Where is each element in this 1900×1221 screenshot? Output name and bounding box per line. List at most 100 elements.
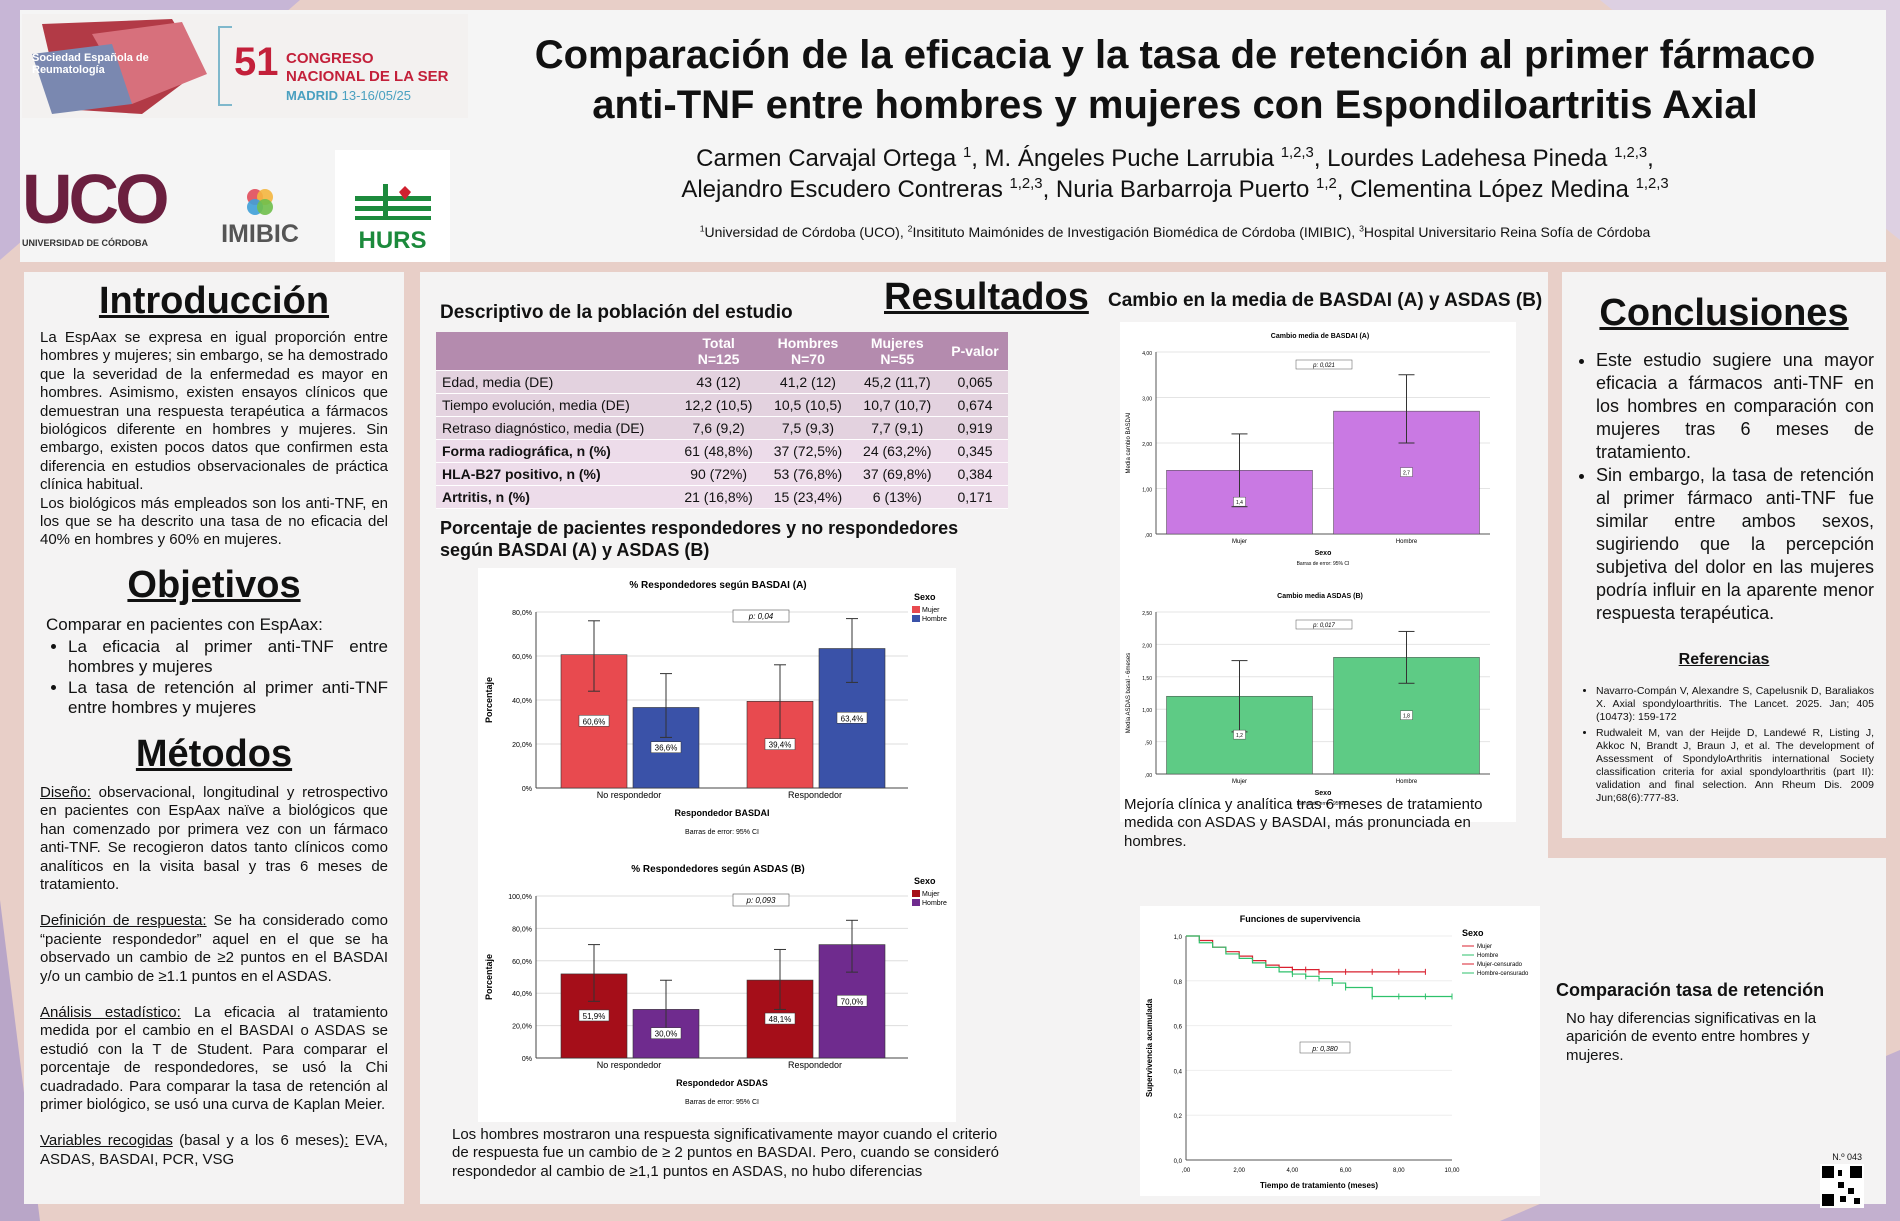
congress-dates: 13-16/05/25 (341, 88, 412, 103)
legend-swatch (912, 899, 920, 906)
pvalue-label: p: 0,380 (1311, 1046, 1337, 1053)
pvalue-box (732, 609, 790, 623)
methods-design-label: Diseño: (40, 783, 91, 801)
data-label: 1,2 (1236, 733, 1243, 739)
table-cell: 15 (23,4%) (763, 485, 853, 509)
table-header-cell: Mujeres N=55 (852, 332, 942, 371)
x-tick-label: 2,00 (1233, 1168, 1245, 1174)
methods-variables-text: EVA, ASDAS, BASDAI, PCR, VSG (40, 1132, 388, 1168)
legend-title: Sexo (914, 876, 936, 886)
y-tick-label: 0% (522, 786, 532, 793)
table-cell: 0,919 (941, 416, 1008, 440)
poster-title: Comparación de la eficacia y la tasa de … (470, 30, 1880, 130)
legend-label: Hombre (1477, 953, 1499, 959)
data-label-box (836, 712, 868, 724)
table-cell: 0,384 (941, 462, 1008, 486)
pvalue-box (1295, 619, 1353, 630)
data-label-box (578, 1009, 610, 1022)
table-cell: 24 (63,2%) (852, 439, 942, 463)
x-axis-label: Tiempo de tratamiento (meses) (1260, 1181, 1378, 1190)
legend-label: Hombre (922, 616, 947, 623)
imibic-logo-text: IMIBIC (221, 220, 299, 248)
results-heading: Resultados (884, 276, 1089, 318)
table-row: Retraso diagnóstico, media (DE) 7,6 (9,2)… (436, 416, 1008, 440)
table-cell: 21 (16,8%) (673, 485, 764, 509)
y-tick-label: 2,50 (1142, 611, 1152, 617)
y-tick-label: 80,0% (512, 610, 532, 617)
survival-curve (1186, 935, 1452, 998)
table-cell: 10,5 (10,5) (763, 393, 853, 417)
x-tick-label: 10,00 (1444, 1168, 1460, 1174)
y-axis-label: Porcentaje (484, 677, 494, 723)
data-label: 70,0% (841, 997, 864, 1006)
data-label-box (1400, 467, 1413, 477)
change-caption: Mejoría clínica y analítica tras 6 meses… (1124, 796, 1483, 850)
x-tick-label: Respondedor (788, 790, 842, 800)
pvalue-box (1299, 1041, 1351, 1054)
table-cell: 0,065 (941, 370, 1008, 394)
legend-label: Mujer-censurado (1477, 962, 1523, 968)
data-label-box (764, 738, 796, 750)
objective-item: La eficacia al primer anti-TNF entre hom… (68, 637, 388, 678)
y-tick-label: 80,0% (512, 926, 532, 933)
methods-response-text: Se ha considerado como “paciente respond… (40, 912, 389, 985)
y-tick-label: 1,0 (1174, 935, 1183, 941)
references-list: Navarro-Compán V, Alexandre S, Capelusni… (1574, 685, 1874, 805)
chart-title: % Respondedores según BASDAI (A) (629, 580, 806, 591)
data-label-box (1400, 710, 1413, 720)
objectives-list: La eficacia al primer anti-TNF entre hom… (40, 637, 388, 719)
title-line-2: anti-TNF entre hombres y mujeres con Esp… (592, 83, 1758, 127)
data-label: 48,1% (769, 1015, 792, 1024)
authors-line-2: Alejandro Escudero Contreras 1,2,3, Nuri… (681, 176, 1669, 203)
y-tick-label: 40,0% (512, 698, 532, 705)
y-tick-label: 1,00 (1142, 708, 1152, 714)
uco-logo: UCO UNIVERSIDAD DE CÓRDOBA (22, 160, 170, 256)
change-title: Cambio en la media de BASDAI (A) y ASDAS… (1108, 290, 1543, 311)
imibic-logo: IMIBIC (205, 185, 315, 255)
data-label: 1,4 (1236, 500, 1243, 506)
congress-city: MADRID (286, 88, 338, 103)
chart-asdas-change: Cambio media ASDAS (B) ,00 ,50 1,00 1,50 2,00… (1120, 582, 1516, 822)
y-tick-label: ,50 (1145, 741, 1152, 747)
methods-design: Diseño: observacional, longitudinal y re… (40, 784, 388, 894)
legend-label: Hombre-censurado (1477, 971, 1529, 977)
table-cell: 7,6 (9,2) (673, 416, 764, 440)
x-tick-label: ,00 (1182, 1168, 1191, 1174)
legend-label: Mujer (922, 891, 940, 898)
table-cell: 7,5 (9,3) (763, 416, 853, 440)
left-column: Introducción La EspAax se expresa en igu… (24, 272, 404, 1204)
objectives-lead: Comparar en pacientes con EspAax: (46, 614, 323, 634)
x-axis-label: Sexo (1315, 790, 1332, 797)
survival-curve (1186, 935, 1426, 973)
congress-logo: Sociedad Española de Reumatología 51 CON… (22, 14, 468, 118)
y-axis-label: Supervivencia acumulada (1145, 998, 1154, 1097)
y-tick-label: 40,0% (512, 991, 532, 998)
x-tick-label: No respondedor (597, 790, 662, 800)
table-row: Artritis, n (%) 21 (16,8%) 15 (23,4%) 6 (13… (436, 485, 1008, 509)
methods-variables: Variables recogidas (basal y a los 6 mes… (40, 1132, 388, 1169)
table-row: HLA-B27 positivo, n (%) 90 (72%) 53 (76,8%… (436, 462, 1008, 486)
intro-paragraph-1: La EspAax se expresa en igual proporción… (40, 329, 388, 494)
chart-title: Funciones de supervivencia (1240, 914, 1362, 924)
hurs-icon (354, 184, 431, 220)
congress-line1: CONGRESO (286, 50, 374, 67)
data-label: 60,6% (583, 717, 606, 726)
methods-response-label: Definición de respuesta: (40, 912, 207, 930)
y-tick-label: 0,8 (1174, 980, 1183, 986)
reference-item: Navarro-Compán V, Alexandre S, Capelusni… (1596, 685, 1874, 724)
poster-number: N.º 043 (1832, 1152, 1862, 1162)
qr-code-icon (1820, 1164, 1864, 1208)
authors: Carmen Carvajal Ortega 1, M. Ángeles Puc… (470, 143, 1880, 205)
table-cell: Edad, media (DE) (436, 370, 674, 394)
table-cell: 53 (76,8%) (763, 462, 853, 486)
y-tick-label: 1,00 (1142, 488, 1152, 494)
data-label: 30,0% (655, 1030, 678, 1039)
conclusion-item: Este estudio sugiere una mayor eficacia … (1596, 349, 1874, 464)
table-row: Forma radiográfica, n (%) 61 (48,8%) 37 (7… (436, 439, 1008, 463)
pvalue-box (732, 893, 790, 907)
chart-survival: Funciones de supervivencia 0,0 0,2 0,4 0,6 0,… (1140, 906, 1540, 1196)
reference-item: Rudwaleit M, van der Heijde D, Landewé R… (1596, 727, 1874, 805)
table-cell: 43 (12) (673, 370, 764, 394)
x-tick-label: No respondedor (597, 1060, 662, 1070)
objectives-heading: Objetivos (127, 563, 301, 606)
